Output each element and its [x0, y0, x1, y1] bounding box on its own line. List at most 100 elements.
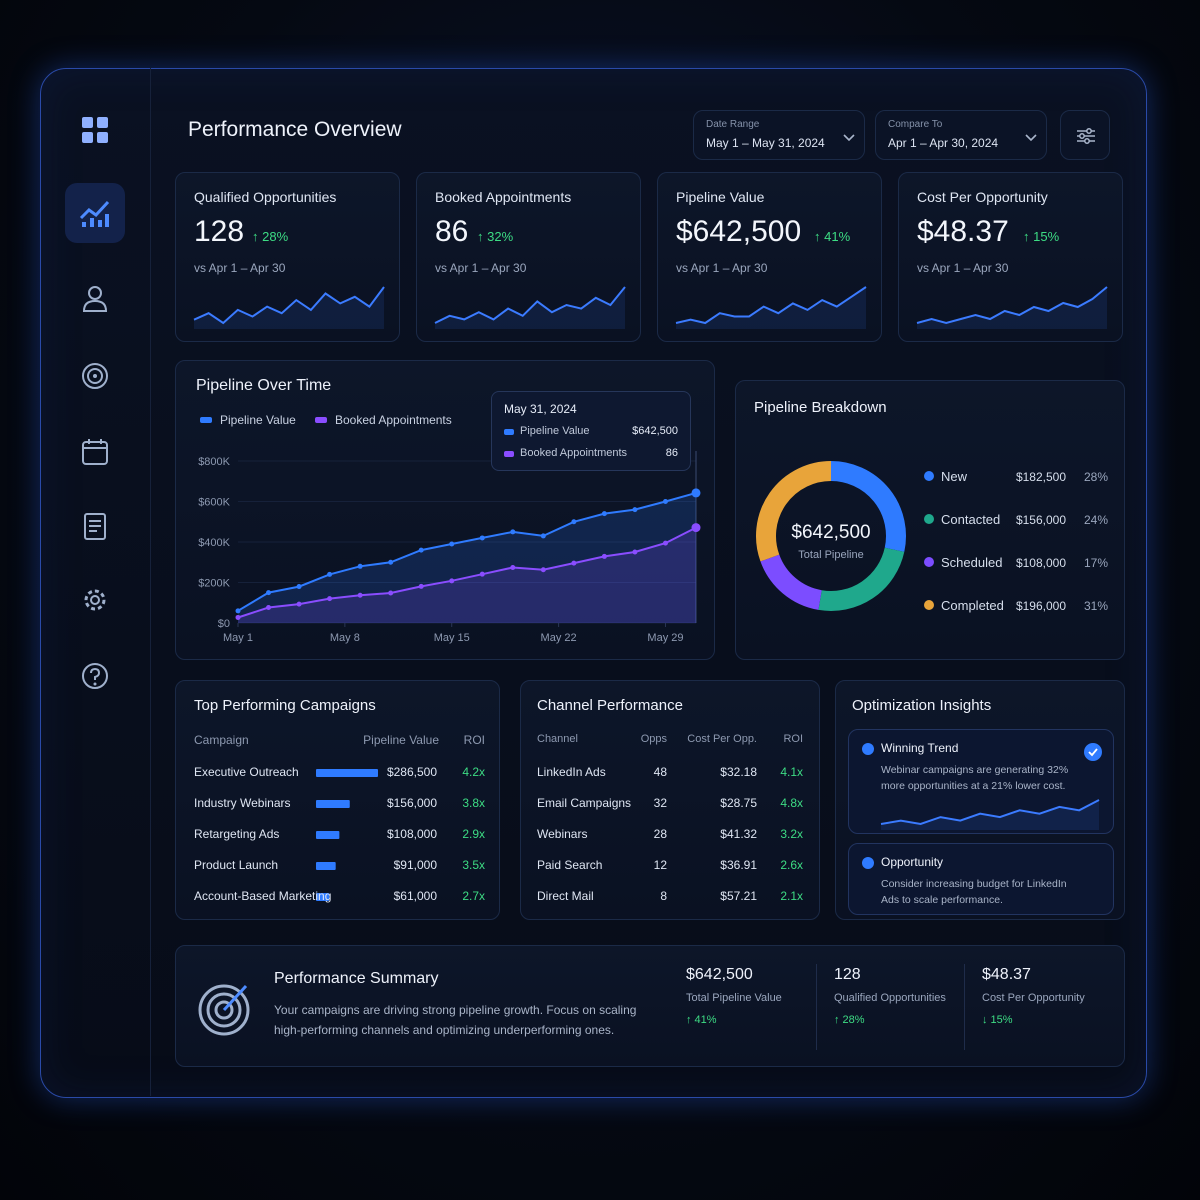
channel-cell: $32.18: [720, 765, 757, 779]
kpi-change: ↑ 15%: [1023, 229, 1060, 244]
data-point: [632, 549, 638, 555]
segment-share: 31%: [1084, 599, 1108, 613]
chevron: [1025, 134, 1037, 142]
campaign-value: $91,000: [393, 858, 437, 872]
kpi-title: Booked Appointments: [435, 189, 572, 205]
graphic: [316, 769, 378, 901]
sparkline: [880, 799, 1100, 826]
channel-cell: $57.21: [720, 889, 757, 903]
donut-card: Pipeline Breakdown New $182,500 28% Contacte…: [735, 380, 1125, 660]
data-point: [388, 590, 394, 596]
filter-dropdown[interactable]: Compare To Apr 1 – Apr 30, 2024: [875, 110, 1047, 160]
legend-swatch: [315, 417, 327, 423]
insight-title: Opportunity: [881, 855, 944, 869]
nav-goals[interactable]: [65, 346, 125, 406]
x-tick-label: May 1: [223, 632, 253, 644]
icon: [82, 663, 108, 689]
data-point: [327, 571, 333, 577]
data-point: [571, 519, 577, 525]
data-point: [691, 523, 701, 533]
nav-analytics[interactable]: [65, 183, 125, 243]
divider: [964, 964, 965, 1050]
kpi-compare: vs Apr 1 – Apr 30: [194, 261, 286, 275]
kpi-value: 128: [194, 215, 245, 248]
nav-help[interactable]: [65, 646, 125, 706]
graphic: [880, 799, 1100, 830]
legend-label: Booked Appointments: [335, 413, 452, 427]
insight-text: Webinar campaigns are generating 32% mor…: [881, 764, 1069, 792]
campaign-roi: 2.7x: [462, 889, 485, 903]
tooltip-name: Pipeline Value: [520, 425, 590, 437]
series-line: [237, 491, 697, 612]
icon: [82, 439, 108, 465]
filter-dropdown[interactable]: Date Range May 1 – May 31, 2024: [693, 110, 865, 160]
nav-settings[interactable]: [65, 570, 125, 630]
sparkline: [434, 286, 626, 324]
icon-knob: [1086, 128, 1092, 134]
donut-segment: [818, 547, 905, 611]
icon: [82, 117, 108, 143]
page-title: Performance Overview: [188, 118, 402, 141]
data-point: [662, 499, 668, 504]
icon: [84, 589, 106, 611]
column-header: Campaign: [194, 733, 249, 747]
icon: [79, 200, 110, 227]
divider: [816, 964, 817, 1050]
card-title: Channel Performance: [537, 697, 683, 714]
campaign-name: Retargeting Ads: [194, 827, 280, 841]
card-title: Top Performing Campaigns: [194, 697, 376, 714]
sparkline-area: [435, 287, 625, 329]
insight-card: Winning Trend Webinar campaigns are gener…: [848, 729, 1114, 834]
nav-contacts[interactable]: [65, 268, 125, 328]
check-badge: [1084, 743, 1102, 761]
sparkline: [675, 286, 867, 325]
campaign-roi: 2.9x: [462, 827, 485, 841]
graphic: New $182,500 28% Contacted $156,000 24% Schedu…: [756, 461, 1108, 613]
kpi-title: Cost Per Opportunity: [917, 189, 1048, 205]
data-point: [571, 560, 577, 566]
series-area: [238, 527, 696, 623]
line-chart-card: Pipeline Over Time $0 $200K $400K $600K $800K…: [175, 360, 715, 660]
column-header: Pipeline Value: [363, 733, 439, 747]
donut-segment: [830, 461, 906, 552]
tooltip-swatch: [504, 429, 514, 435]
campaign-bar: [316, 800, 350, 808]
data-point: [449, 541, 455, 547]
campaign-roi: 3.8x: [462, 796, 485, 810]
kpi-value: 86: [435, 215, 469, 248]
sidebar: [40, 68, 151, 1096]
campaign-roi: 3.5x: [462, 858, 485, 872]
stat-value: $48.37: [982, 966, 1031, 983]
legend-label: Contacted: [941, 512, 1000, 527]
kpi-card: Pipeline Value $642,500 ↑ 41% vs Apr 1 – Ap…: [657, 172, 882, 342]
channel-name: Direct Mail: [537, 889, 594, 903]
column-header: ROI: [463, 733, 485, 747]
nav-calendar[interactable]: [65, 422, 125, 482]
summary-icon: [222, 984, 248, 1012]
y-tick-label: $600K: [198, 497, 230, 509]
data-point: [296, 584, 302, 590]
channel-cell: 48: [653, 765, 667, 779]
data-point: [510, 529, 516, 535]
data-point: [601, 553, 607, 559]
column-header: Cost Per Opp.: [687, 733, 757, 745]
icon: [82, 286, 108, 312]
tooltip-value: $642,500: [632, 425, 678, 437]
icon-knob: [1084, 138, 1090, 144]
filter-label: Date Range: [706, 119, 760, 130]
y-tick-label: $200K: [198, 578, 230, 590]
channel-cell: 3.2x: [780, 827, 803, 841]
channel-cell: 2.1x: [780, 889, 803, 903]
graphic: [843, 134, 855, 142]
stat-change: ↑ 28%: [834, 1014, 865, 1026]
data-point: [540, 567, 546, 573]
sparkline-area: [881, 800, 1099, 830]
nav-home[interactable]: [65, 100, 125, 160]
donut-segment: [760, 554, 823, 610]
nav-reports[interactable]: [65, 496, 125, 556]
kpi-card: Booked Appointments 86 ↑ 32% vs Apr 1 – Apr…: [416, 172, 641, 342]
segment-value: $108,000: [1016, 556, 1066, 570]
settings-button[interactable]: [1060, 110, 1110, 160]
data-point: [388, 559, 394, 565]
kpi-title: Qualified Opportunities: [194, 189, 337, 205]
